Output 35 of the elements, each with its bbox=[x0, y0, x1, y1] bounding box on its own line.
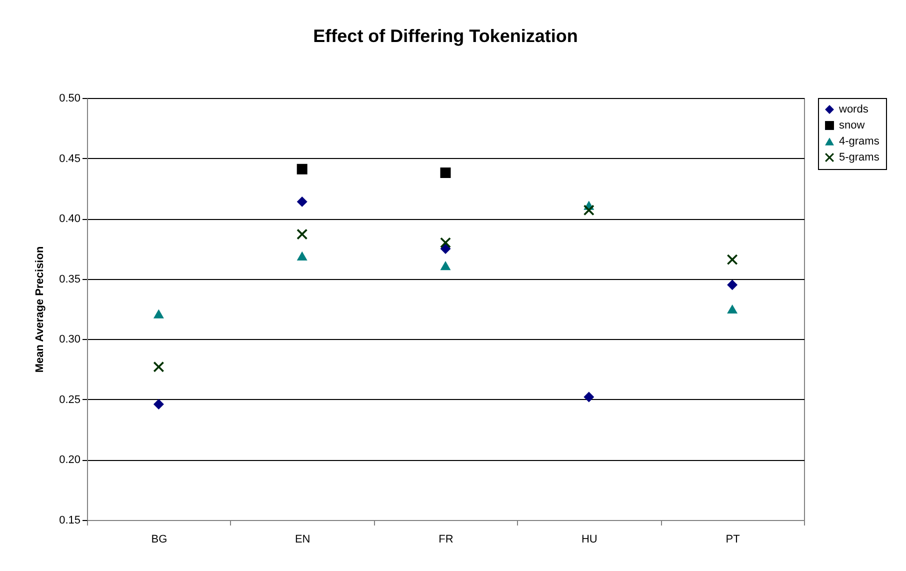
point bbox=[296, 251, 308, 260]
legend-label: words bbox=[838, 104, 869, 116]
point bbox=[153, 309, 164, 318]
point bbox=[296, 196, 308, 207]
y-tick-label: 0.20 bbox=[59, 454, 80, 466]
point bbox=[440, 237, 451, 248]
y-tick-label: 0.35 bbox=[59, 273, 80, 286]
legend-label: 4-grams bbox=[839, 136, 880, 148]
y-axis-title: Mean Average Precision bbox=[34, 246, 46, 373]
x-tick-label: BG bbox=[151, 534, 168, 546]
point bbox=[153, 362, 164, 372]
point bbox=[727, 304, 738, 314]
x-tick-label: HU bbox=[581, 534, 598, 546]
y-tick-label: 0.45 bbox=[59, 152, 80, 165]
y-tick-label: 0.50 bbox=[59, 92, 80, 104]
point bbox=[440, 168, 451, 178]
chart-title: Effect of Differing Tokenization bbox=[313, 26, 578, 46]
legend-label: 5-grams bbox=[839, 152, 880, 164]
y-tick-label: 0.40 bbox=[59, 213, 80, 226]
point bbox=[440, 243, 451, 254]
point bbox=[727, 254, 738, 265]
point bbox=[584, 392, 594, 402]
point bbox=[440, 261, 451, 270]
y-tick-label: 0.25 bbox=[59, 394, 80, 406]
y-tick-label: 0.30 bbox=[59, 334, 80, 346]
point bbox=[584, 204, 594, 216]
point bbox=[296, 164, 308, 174]
point bbox=[727, 280, 738, 290]
x-tick-label: PT bbox=[726, 534, 740, 546]
x-tick-label: EN bbox=[294, 534, 310, 546]
point bbox=[153, 399, 164, 410]
point bbox=[296, 229, 308, 240]
x-tick-label: FR bbox=[438, 534, 454, 546]
legend-label: snow bbox=[839, 120, 865, 132]
y-tick-label: 0.15 bbox=[59, 514, 80, 526]
